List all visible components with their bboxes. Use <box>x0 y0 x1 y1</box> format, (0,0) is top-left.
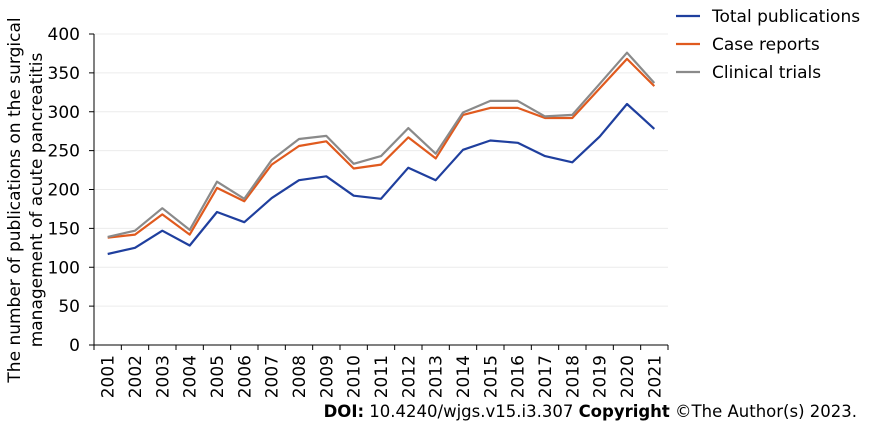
copyright-value: ©The Author(s) 2023. <box>669 402 857 421</box>
y-tick-label: 350 <box>48 64 80 84</box>
series-line-0 <box>107 102 656 256</box>
x-tick-label: 2015 <box>481 355 501 398</box>
y-tick-label: 50 <box>58 297 80 317</box>
legend: Total publications Case reports Clinical t… <box>676 7 860 83</box>
x-tick-label: 2017 <box>536 355 556 398</box>
x-tick-label: 2008 <box>290 355 310 398</box>
series-line-2 <box>107 51 656 238</box>
x-tick-label: 2002 <box>126 355 146 398</box>
series-line-1 <box>107 57 656 239</box>
x-tick-label: 2014 <box>454 355 474 398</box>
x-tick-label: 2009 <box>317 355 337 398</box>
doi-value: 10.4240/wjgs.v15.i3.307 <box>364 402 579 421</box>
x-tick-label: 2019 <box>591 355 611 398</box>
x-tick-label: 2003 <box>153 355 173 398</box>
copyright-label: Copyright <box>578 402 670 421</box>
legend-label-0: Total publications <box>711 7 860 27</box>
gridlines <box>94 33 668 307</box>
y-tick-label: 100 <box>48 258 80 278</box>
x-tick-label: 2012 <box>399 355 419 398</box>
x-tick-label: 2006 <box>235 355 255 398</box>
y-tick-label: 150 <box>48 219 80 239</box>
legend-label-1: Case reports <box>712 35 820 55</box>
x-tick-label: 2007 <box>263 355 283 398</box>
doi-label: DOI: <box>323 402 365 421</box>
x-tick-label: 2013 <box>427 355 447 398</box>
x-tick-label: 2001 <box>99 355 119 398</box>
y-tick-label: 0 <box>69 336 80 356</box>
y-axis-label-line-1: The number of publications on the surgic… <box>5 17 25 383</box>
x-tick-label: 2021 <box>645 355 665 398</box>
x-tick-label: 2004 <box>181 355 201 398</box>
y-axis-label-line-2: management of acute pancreatitis <box>27 53 47 348</box>
y-tick-labels: 0 50 100 150 200 250 300 350 400 <box>48 25 80 356</box>
y-tick-label: 300 <box>48 103 80 123</box>
x-tick-label: 2011 <box>372 355 392 398</box>
legend-label-2: Clinical trials <box>712 63 821 83</box>
citation-footer: DOI: 10.4240/wjgs.v15.i3.307 Copyright ©… <box>324 402 857 421</box>
x-tick-label: 2020 <box>618 355 638 398</box>
y-tick-label: 250 <box>48 142 80 162</box>
x-tick-label: 2010 <box>345 355 365 398</box>
y-tick-label: 400 <box>48 25 80 45</box>
y-tick-label: 200 <box>48 181 80 201</box>
x-tick-label: 2016 <box>509 355 529 398</box>
series-lines <box>107 51 656 256</box>
x-tick-label: 2005 <box>208 355 228 398</box>
axes <box>89 33 669 350</box>
x-tick-labels: 2001 2002 2003 2004 2005 2006 2007 2008 2009 2010… <box>99 355 666 398</box>
x-tick-label: 2018 <box>563 355 583 398</box>
